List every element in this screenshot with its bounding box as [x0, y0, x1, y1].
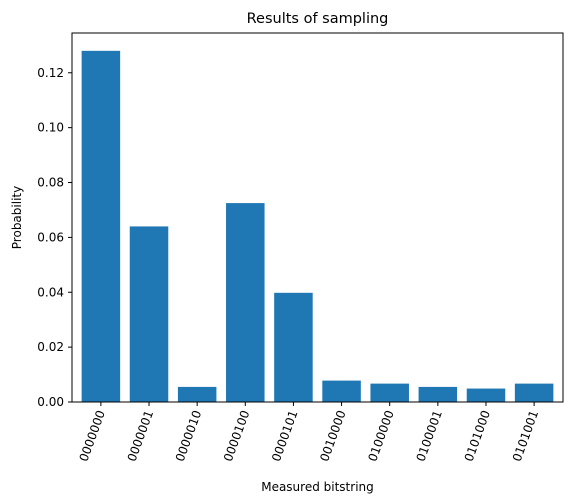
bar-0101000: [466, 388, 506, 402]
bar-0100001: [418, 386, 458, 402]
y-axis-ticks: 0.00 0.02 0.04 0.06 0.08 0.10 0.12: [37, 66, 72, 409]
y-tick-label: 0.00: [37, 395, 64, 409]
y-tick-label: 0.08: [37, 176, 64, 190]
plot-frame: [71, 32, 564, 403]
y-tick-label: 0.04: [37, 285, 64, 299]
bar-0010000: [322, 380, 361, 402]
x-axis-label: Measured bitstring: [261, 480, 374, 494]
x-tick-label: 0000100: [221, 408, 252, 463]
y-axis-label: Probability: [10, 186, 24, 249]
bar-0100000: [370, 383, 409, 402]
y-tick-label: 0.10: [37, 121, 64, 135]
x-tick-label: 0000101: [269, 408, 300, 463]
bars-group: [81, 50, 554, 402]
x-tick-label: 0000001: [125, 408, 156, 463]
x-tick-label: 0010000: [317, 408, 348, 463]
bar-0000100: [226, 203, 265, 402]
x-tick-label: 0101000: [462, 408, 493, 463]
bar-0000001: [129, 226, 169, 402]
x-tick-label: 0100001: [414, 408, 445, 463]
x-tick-label: 0000000: [77, 408, 108, 463]
x-axis-ticks: 0000000 0000001 0000010 0000100 0000101 00100…: [77, 402, 541, 463]
y-tick-label: 0.12: [37, 66, 64, 80]
y-tick-label: 0.06: [37, 230, 64, 244]
bar-0000000: [81, 50, 121, 402]
bar-0000010: [177, 386, 217, 402]
x-tick-label: 0000010: [173, 408, 204, 463]
y-tick-label: 0.02: [37, 340, 64, 354]
bar-0101001: [514, 383, 554, 402]
x-tick-label: 0101001: [510, 408, 541, 463]
bar-0000101: [274, 292, 313, 402]
x-tick-label: 0100000: [365, 408, 396, 463]
chart-title: Results of sampling: [247, 11, 389, 27]
